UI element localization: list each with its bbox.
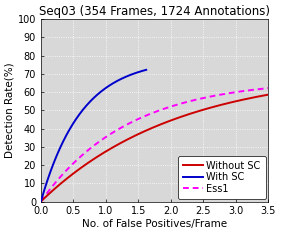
Without SC — [98, 154, 101, 157]
With SC — [144, 68, 148, 71]
With SC — [39, 200, 42, 203]
X-axis label: No. of False Positives/Frame: No. of False Positives/Frame — [82, 219, 227, 229]
Without SC — [191, 112, 194, 114]
With SC — [101, 88, 105, 91]
Line: Without SC: Without SC — [41, 95, 268, 201]
Ess1 — [210, 95, 214, 98]
With SC — [128, 74, 131, 77]
Without SC — [39, 200, 42, 203]
Ess1 — [142, 115, 146, 118]
With SC — [135, 71, 138, 74]
Y-axis label: Detection Rate(%): Detection Rate(%) — [5, 62, 15, 158]
Without SC — [210, 106, 214, 109]
Line: With SC: With SC — [41, 70, 146, 201]
Ess1 — [39, 200, 42, 203]
Without SC — [173, 117, 177, 120]
With SC — [102, 88, 105, 91]
Ess1 — [98, 140, 101, 143]
Ess1 — [267, 87, 270, 89]
With SC — [40, 199, 43, 202]
Ess1 — [173, 104, 177, 107]
With SC — [104, 87, 107, 90]
Without SC — [267, 93, 270, 96]
Line: Ess1: Ess1 — [41, 88, 268, 201]
Ess1 — [80, 155, 83, 157]
Without SC — [80, 166, 83, 169]
Without SC — [142, 130, 146, 133]
Legend: Without SC, With SC, Ess1: Without SC, With SC, Ess1 — [178, 156, 266, 199]
Title: Seq03 (354 Frames, 1724 Annotations): Seq03 (354 Frames, 1724 Annotations) — [39, 5, 270, 18]
Ess1 — [191, 99, 194, 102]
